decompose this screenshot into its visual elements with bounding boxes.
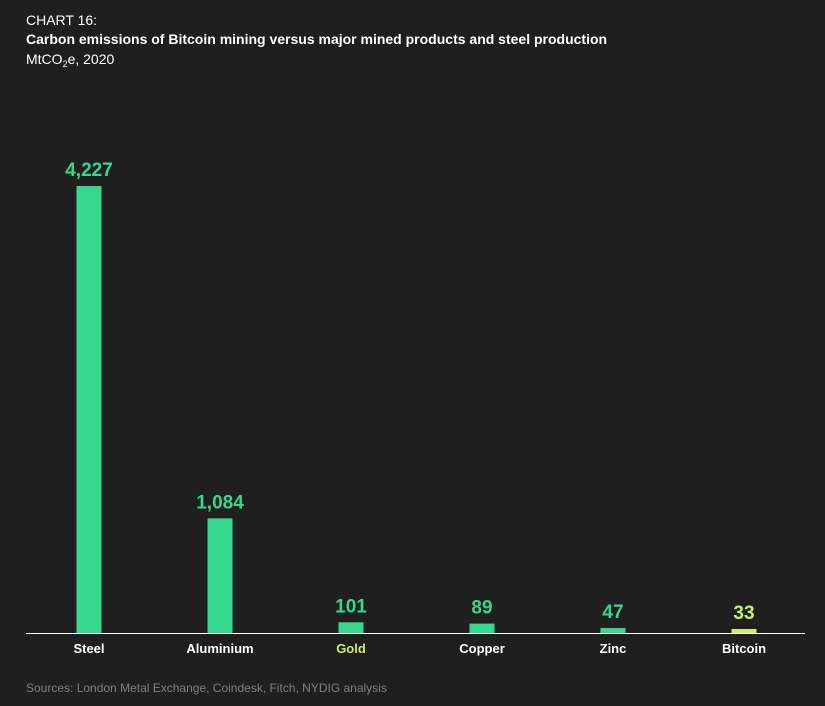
value-label-aluminium: 1,084	[196, 492, 244, 513]
value-label-copper: 89	[471, 598, 492, 619]
unit-suffix: e, 2020	[67, 51, 115, 67]
category-label-copper: Copper	[459, 641, 505, 656]
bar-gold	[338, 622, 364, 633]
category-label-gold: Gold	[336, 641, 366, 656]
bar-copper	[469, 623, 495, 633]
chart-subtitle: MtCO2e, 2020	[26, 49, 607, 70]
chart-header: CHART 16: Carbon emissions of Bitcoin mi…	[26, 11, 607, 70]
unit-subscript: 2	[62, 59, 68, 69]
bar-zinc	[600, 628, 626, 633]
category-label-bitcoin: Bitcoin	[722, 641, 766, 656]
unit-prefix: MtCO	[26, 51, 63, 67]
category-label-aluminium: Aluminium	[186, 641, 253, 656]
source-note: Sources: London Metal Exchange, Coindesk…	[26, 681, 387, 695]
value-label-gold: 101	[335, 596, 367, 617]
value-label-zinc: 47	[602, 602, 623, 623]
bar-aluminium	[207, 518, 233, 633]
chart-number: CHART 16:	[26, 12, 98, 28]
bar-bitcoin	[731, 629, 757, 633]
category-label-zinc: Zinc	[600, 641, 627, 656]
value-label-steel: 4,227	[65, 160, 113, 181]
value-label-bitcoin: 33	[733, 603, 754, 624]
chart-title: Carbon emissions of Bitcoin mining versu…	[26, 31, 608, 47]
category-label-steel: Steel	[73, 641, 104, 656]
bar-steel	[76, 186, 102, 633]
